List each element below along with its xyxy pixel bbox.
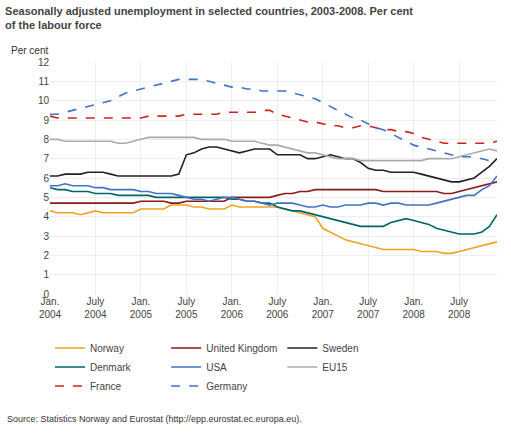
svg-text:July2006: July2006 — [266, 296, 289, 320]
svg-text:United Kingdom: United Kingdom — [206, 343, 277, 354]
svg-text:4: 4 — [43, 211, 49, 222]
svg-text:2: 2 — [43, 250, 49, 261]
svg-text:10: 10 — [38, 95, 50, 106]
svg-text:Sweden: Sweden — [322, 343, 358, 354]
svg-text:7: 7 — [43, 153, 49, 164]
svg-text:Per cent: Per cent — [11, 45, 48, 56]
svg-text:5: 5 — [43, 192, 49, 203]
svg-text:Jan.2007: Jan.2007 — [312, 296, 335, 320]
svg-text:July2007: July2007 — [357, 296, 380, 320]
svg-text:3: 3 — [43, 231, 49, 242]
svg-text:Jan.2008: Jan.2008 — [403, 296, 426, 320]
svg-text:Jan.2005: Jan.2005 — [130, 296, 153, 320]
svg-text:July2004: July2004 — [84, 296, 107, 320]
svg-text:11: 11 — [39, 76, 50, 87]
svg-text:Norway: Norway — [90, 343, 124, 354]
svg-text:1: 1 — [43, 269, 49, 280]
svg-text:July2005: July2005 — [175, 296, 198, 320]
svg-text:Germany: Germany — [206, 381, 247, 392]
svg-text:6: 6 — [43, 173, 49, 184]
svg-text:Jan.2006: Jan.2006 — [221, 296, 244, 320]
svg-text:Denmark: Denmark — [90, 362, 132, 373]
svg-text:9: 9 — [43, 115, 49, 126]
svg-text:Jan.2004: Jan.2004 — [39, 296, 62, 320]
svg-text:EU15: EU15 — [322, 362, 347, 373]
svg-text:USA: USA — [206, 362, 227, 373]
svg-text:12: 12 — [38, 57, 50, 68]
svg-text:0: 0 — [43, 289, 49, 300]
svg-text:France: France — [90, 381, 122, 392]
svg-text:Seasonally adjusted unemployme: Seasonally adjusted unemployment in sele… — [5, 5, 413, 31]
svg-text:July2008: July2008 — [448, 296, 471, 320]
svg-text:8: 8 — [43, 134, 49, 145]
svg-text:Source: Statistics Norway and: Source: Statistics Norway and Eurostat (… — [7, 414, 302, 424]
